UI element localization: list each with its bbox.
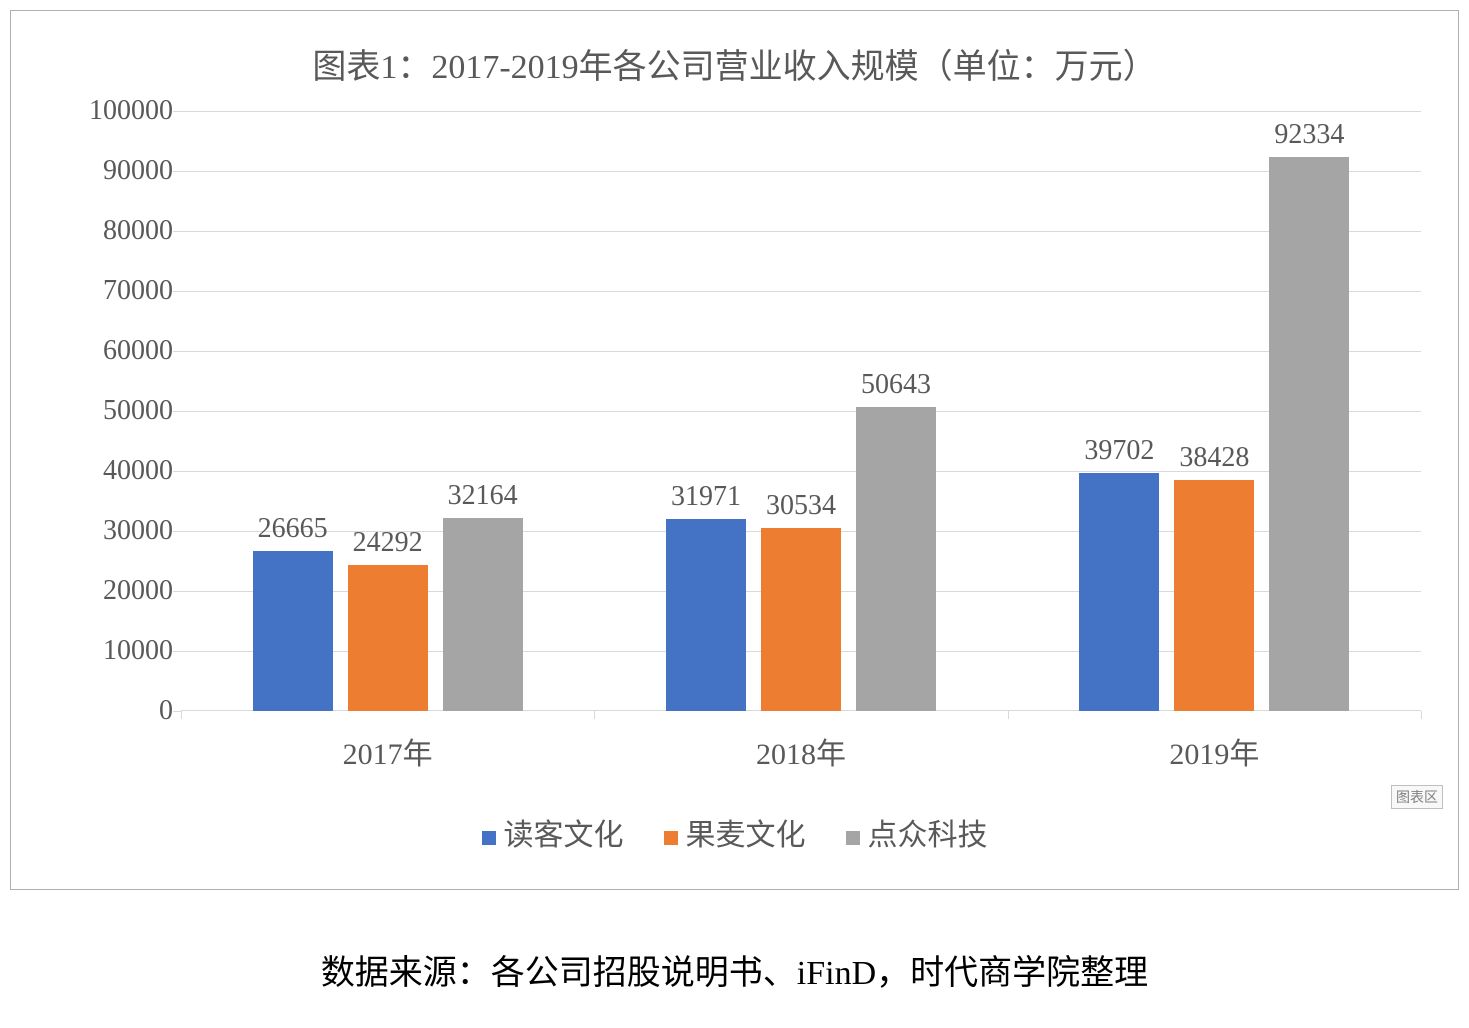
- gridline: [181, 171, 1421, 172]
- x-tick: [594, 711, 595, 719]
- y-tick: [173, 291, 181, 292]
- legend-swatch: [482, 831, 496, 845]
- legend-swatch: [664, 831, 678, 845]
- y-axis-label: 0: [53, 695, 173, 727]
- gridline: [181, 411, 1421, 412]
- bar: [1269, 157, 1349, 711]
- y-tick: [173, 711, 181, 712]
- y-tick: [173, 471, 181, 472]
- bar: [1079, 473, 1159, 711]
- plot-area: 0100002000030000400005000060000700008000…: [181, 111, 1421, 711]
- y-axis-label: 70000: [53, 275, 173, 307]
- y-axis-label: 40000: [53, 455, 173, 487]
- y-tick: [173, 171, 181, 172]
- legend-label: 读客文化: [504, 819, 624, 852]
- y-tick: [173, 411, 181, 412]
- bar: [1174, 480, 1254, 711]
- bar-value-label: 39702: [1084, 435, 1154, 467]
- data-source: 数据来源：各公司招股说明书、iFinD，时代商学院整理: [0, 945, 1469, 994]
- legend-label: 点众科技: [868, 819, 988, 852]
- legend: 读客文化 果麦文化 点众科技: [11, 810, 1458, 854]
- bar-value-label: 24292: [353, 527, 423, 559]
- bar-value-label: 26665: [258, 513, 328, 545]
- chart-area-badge: 图表区: [1391, 785, 1443, 809]
- bar: [856, 407, 936, 711]
- x-tick: [1008, 711, 1009, 719]
- gridline: [181, 351, 1421, 352]
- bar-value-label: 30534: [766, 490, 836, 522]
- y-tick: [173, 531, 181, 532]
- y-tick: [173, 111, 181, 112]
- bar: [348, 565, 428, 711]
- x-tick: [1421, 711, 1422, 719]
- bar: [253, 551, 333, 711]
- x-axis-label: 2018年: [756, 729, 846, 773]
- y-axis-label: 10000: [53, 635, 173, 667]
- y-tick: [173, 231, 181, 232]
- y-axis-label: 60000: [53, 335, 173, 367]
- gridline: [181, 291, 1421, 292]
- y-axis-label: 30000: [53, 515, 173, 547]
- y-axis-label: 50000: [53, 395, 173, 427]
- bar-value-label: 31971: [671, 481, 741, 513]
- y-axis-label: 100000: [53, 95, 173, 127]
- bar: [761, 528, 841, 711]
- bar-value-label: 92334: [1274, 119, 1344, 151]
- chart-title: 图表1：2017-2019年各公司营业收入规模（单位：万元）: [11, 39, 1458, 88]
- y-axis-label: 80000: [53, 215, 173, 247]
- bar: [666, 519, 746, 711]
- y-axis-label: 90000: [53, 155, 173, 187]
- y-tick: [173, 591, 181, 592]
- legend-swatch: [846, 831, 860, 845]
- gridline: [181, 231, 1421, 232]
- bar-value-label: 32164: [448, 480, 518, 512]
- page: 图表1：2017-2019年各公司营业收入规模（单位：万元） 010000200…: [0, 0, 1469, 1028]
- y-tick: [173, 651, 181, 652]
- x-axis-label: 2017年: [343, 729, 433, 773]
- y-axis-label: 20000: [53, 575, 173, 607]
- legend-item: 读客文化: [482, 810, 624, 854]
- x-tick: [181, 711, 182, 719]
- y-tick: [173, 351, 181, 352]
- legend-item: 点众科技: [846, 810, 988, 854]
- bar-value-label: 38428: [1179, 442, 1249, 474]
- bar: [443, 518, 523, 711]
- gridline: [181, 111, 1421, 112]
- x-axis-label: 2019年: [1169, 729, 1259, 773]
- legend-item: 果麦文化: [664, 810, 806, 854]
- chart-container: 图表1：2017-2019年各公司营业收入规模（单位：万元） 010000200…: [10, 10, 1459, 890]
- bar-value-label: 50643: [861, 369, 931, 401]
- legend-label: 果麦文化: [686, 819, 806, 852]
